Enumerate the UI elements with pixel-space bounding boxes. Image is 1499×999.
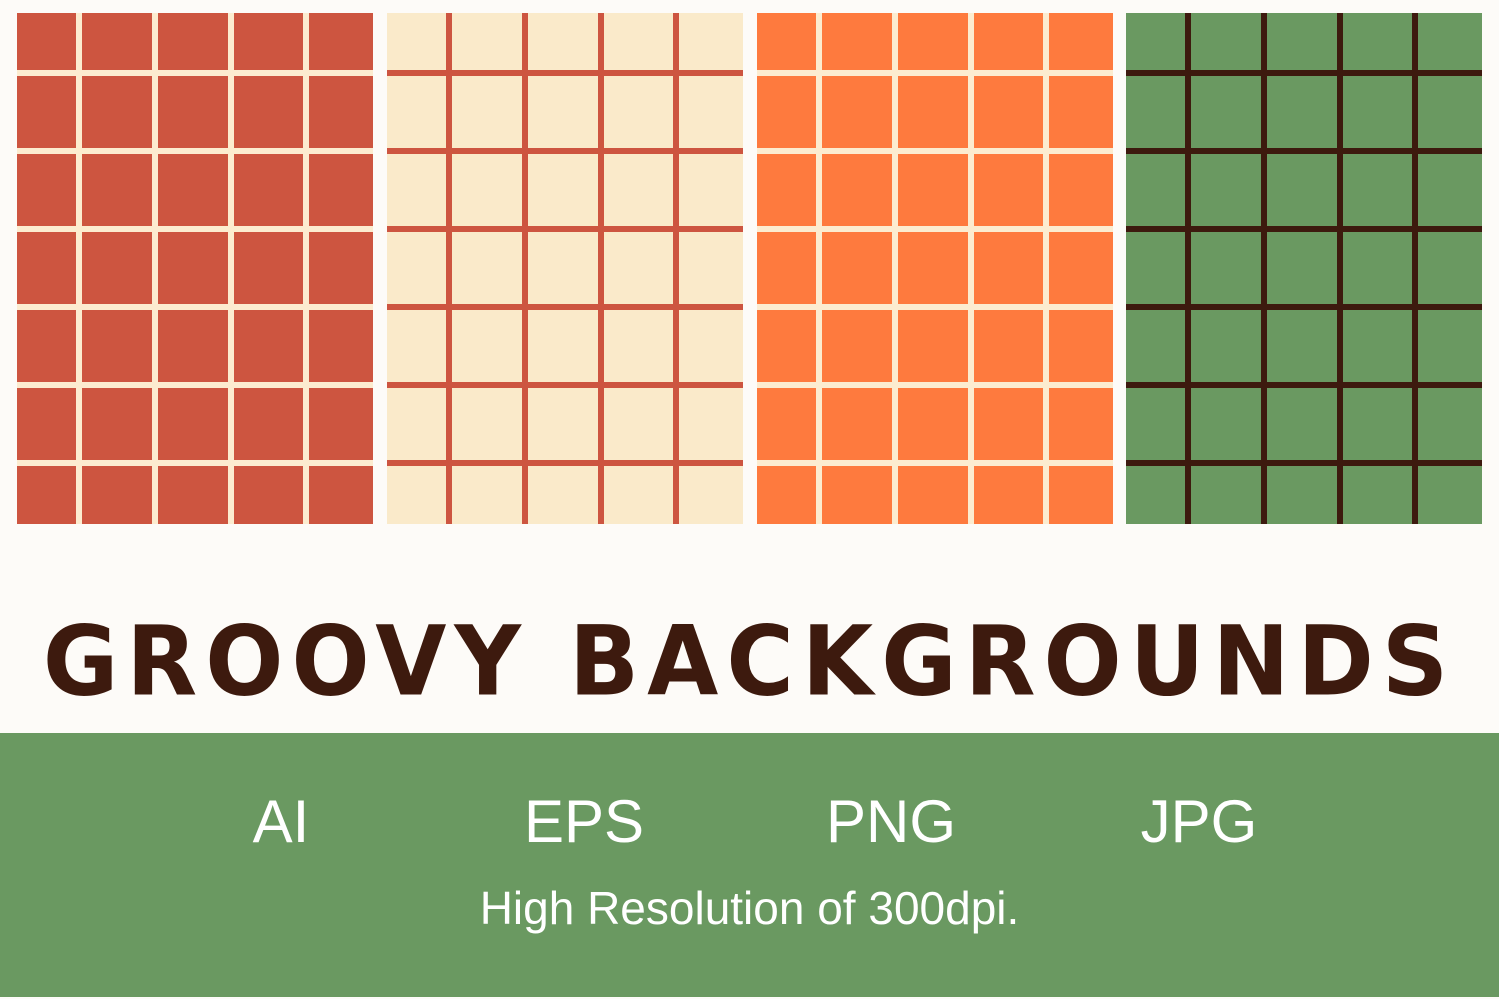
grid-line-horizontal — [1126, 304, 1482, 310]
grid-line-vertical — [598, 13, 604, 524]
grid-line-horizontal — [757, 70, 1113, 76]
grid-line-horizontal — [387, 382, 743, 388]
grid-line-vertical — [1412, 13, 1418, 524]
grid-line-vertical — [968, 13, 974, 524]
grid-line-vertical — [152, 13, 158, 524]
title: GROOVY BACKGROUNDS — [42, 605, 1457, 718]
grid-line-vertical — [1043, 13, 1049, 524]
format-eps: EPS — [523, 788, 645, 855]
grid-line-vertical — [673, 13, 679, 524]
grid-line-horizontal — [1126, 70, 1482, 76]
grid-line-vertical — [1337, 13, 1343, 524]
grid-line-vertical — [816, 13, 822, 524]
grid-line-horizontal — [17, 148, 373, 154]
cream-grid-panel — [387, 13, 743, 524]
grid-line-horizontal — [17, 382, 373, 388]
format-ai: AI — [252, 788, 310, 855]
grid-line-horizontal — [757, 460, 1113, 466]
grid-line-horizontal — [17, 304, 373, 310]
grid-line-vertical — [522, 13, 528, 524]
grid-line-horizontal — [17, 70, 373, 76]
grid-line-horizontal — [757, 148, 1113, 154]
grid-line-horizontal — [17, 460, 373, 466]
grid-line-horizontal — [387, 148, 743, 154]
orange-grid-panel — [757, 13, 1113, 524]
grid-line-horizontal — [17, 226, 373, 232]
grid-line-horizontal — [757, 304, 1113, 310]
format-band: AI EPS PNG JPG High Resolution of 300dpi… — [0, 733, 1499, 997]
grid-line-horizontal — [757, 382, 1113, 388]
grid-line-horizontal — [1126, 226, 1482, 232]
grid-line-vertical — [228, 13, 234, 524]
grid-line-vertical — [76, 13, 82, 524]
format-jpg: JPG — [1140, 788, 1258, 855]
grid-line-horizontal — [1126, 382, 1482, 388]
grid-line-vertical — [1261, 13, 1267, 524]
grid-line-horizontal — [387, 70, 743, 76]
grid-line-vertical — [892, 13, 898, 524]
format-png: PNG — [825, 788, 957, 855]
grid-line-vertical — [303, 13, 309, 524]
grid-line-horizontal — [1126, 460, 1482, 466]
grid-line-horizontal — [387, 460, 743, 466]
grid-line-horizontal — [387, 304, 743, 310]
subtitle: High Resolution of 300dpi. — [479, 882, 1020, 934]
grid-line-horizontal — [757, 226, 1113, 232]
grid-line-horizontal — [1126, 148, 1482, 154]
grid-line-horizontal — [387, 226, 743, 232]
grid-line-vertical — [446, 13, 452, 524]
grid-line-vertical — [1185, 13, 1191, 524]
green-grid-panel — [1126, 13, 1482, 524]
red-grid-panel — [17, 13, 373, 524]
